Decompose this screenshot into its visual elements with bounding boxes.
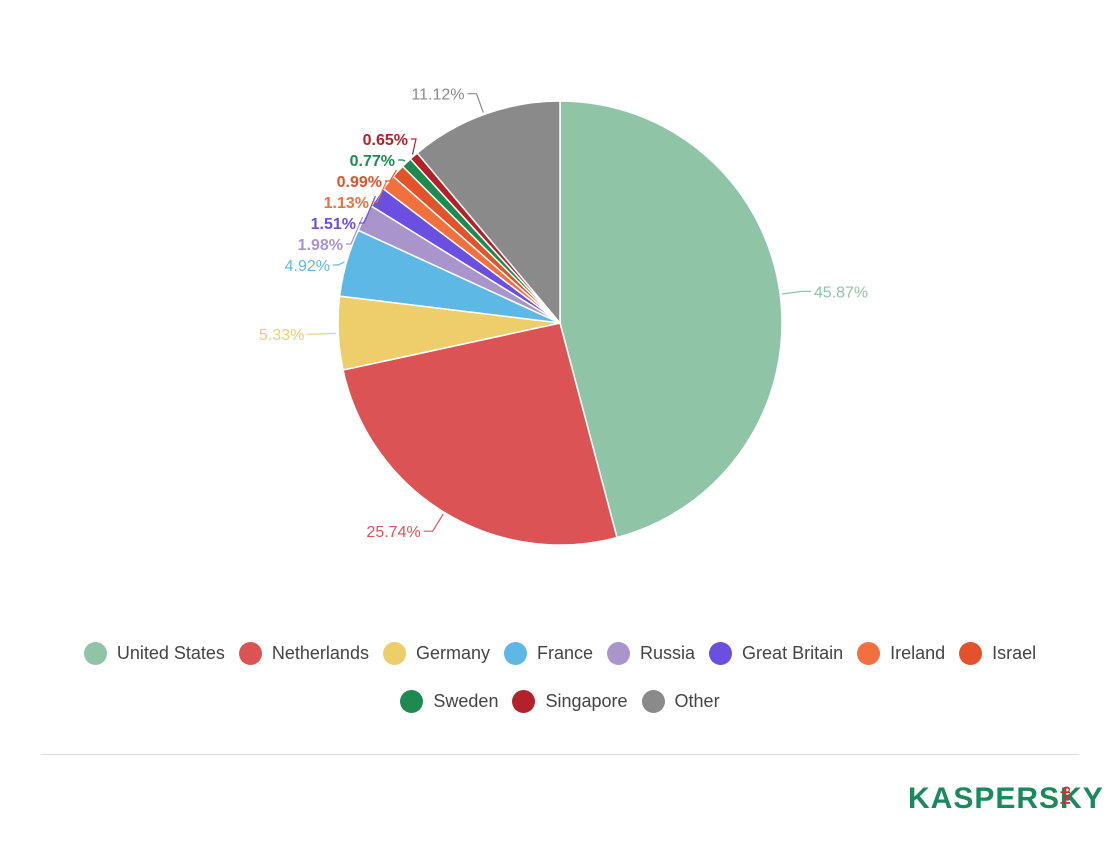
legend-item-singapore: Singapore (512, 677, 628, 724)
leader-line-russia (346, 216, 364, 245)
legend-label-france: France (536, 643, 594, 664)
legend-label-germany: Germany (415, 643, 490, 664)
data-label-other: 11.12% (411, 87, 464, 104)
leader-line-united-states (782, 290, 811, 295)
legend-item-netherlands: Netherlands (238, 630, 369, 677)
legend-item-ireland: Ireland (857, 630, 945, 677)
pie-slice-united-states (559, 100, 783, 539)
legend-swatch-other (641, 689, 665, 713)
legend-label-russia: Russia (640, 643, 696, 664)
chart-legend: United States Netherlands Germany France Rus… (40, 630, 1080, 725)
data-label-germany: 5.33% (259, 327, 304, 344)
legend-item-sweden: Sweden (400, 677, 498, 724)
leader-line-sweden (398, 159, 406, 162)
leader-line-france (333, 261, 345, 266)
legend-swatch-ireland (857, 642, 881, 666)
legend-swatch-great-britain (709, 642, 733, 666)
pie-chart: 45.87% 25.74% 5.33% 11.12% 4.92% 1.98% 1.51% 1.… (259, 87, 868, 546)
legend-label-other: Other (674, 690, 720, 711)
legend-item-united-states: United States (83, 630, 225, 677)
legend-swatch-france (503, 642, 527, 666)
legend-swatch-russia (607, 642, 631, 666)
leader-line-ireland (372, 180, 388, 203)
data-label-russia: 1.98% (298, 237, 343, 254)
leader-line-israel (385, 169, 397, 182)
legend-label-singapore: Singapore (545, 690, 628, 711)
label-leader-lines (307, 93, 811, 532)
leader-line-netherlands (423, 513, 444, 532)
legend-swatch-united-states (83, 642, 107, 666)
footer-divider (41, 754, 1079, 755)
data-label-united-states: 45.87% (814, 284, 868, 301)
leader-line-other (467, 93, 484, 113)
data-label-israel: 0.99% (337, 174, 382, 191)
legend-label-sweden: Sweden (433, 690, 499, 711)
legend-swatch-singapore (512, 689, 536, 713)
kaspersky-lab-logo: KASPERSKY lab (908, 782, 1104, 822)
leader-line-great-britain (359, 195, 376, 224)
data-label-sweden: 0.77% (350, 153, 395, 170)
legend-item-great-britain: Great Britain (709, 630, 843, 677)
leader-line-germany (307, 332, 337, 335)
data-label-great-britain: 1.51% (311, 216, 356, 233)
legend-item-germany: Germany (382, 630, 490, 677)
data-label-singapore: 0.65% (363, 132, 408, 149)
data-labels: 45.87% 25.74% 5.33% 11.12% 4.92% 1.98% 1.51% 1.… (259, 87, 868, 542)
leader-line-singapore (411, 138, 417, 155)
logo-suffix: lab (1058, 786, 1073, 805)
legend-label-israel: Israel (992, 643, 1037, 664)
legend-label-ireland: Ireland (890, 643, 946, 664)
data-label-netherlands: 25.74% (366, 524, 420, 541)
pie-slices (337, 100, 783, 546)
data-label-france: 4.92% (285, 258, 330, 275)
pie-slice-netherlands (342, 322, 618, 546)
legend-item-france: France (503, 630, 594, 677)
legend-label-netherlands: Netherlands (271, 643, 369, 664)
data-label-ireland: 1.13% (324, 195, 369, 212)
logo-wordmark: KASPERSKY (908, 782, 1104, 815)
pie-slice-other (416, 100, 561, 326)
legend-swatch-israel (959, 642, 983, 666)
legend-label-united-states: United States (116, 643, 225, 664)
legend-item-other: Other (641, 677, 720, 724)
legend-swatch-germany (382, 642, 406, 666)
legend-label-great-britain: Great Britain (742, 643, 844, 664)
legend-item-russia: Russia (607, 630, 695, 677)
legend-item-israel: Israel (959, 630, 1036, 677)
legend-swatch-sweden (400, 689, 424, 713)
legend-swatch-netherlands (238, 642, 262, 666)
